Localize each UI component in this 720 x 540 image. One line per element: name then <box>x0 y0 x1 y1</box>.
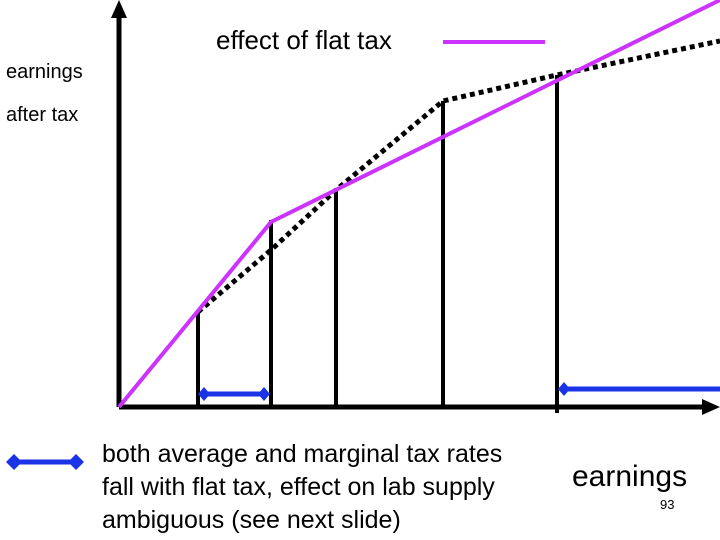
note-line-2: fall with flat tax, effect on lab supply <box>102 473 495 501</box>
y-axis-label-line2: after tax <box>6 104 79 126</box>
x-axis-label: earnings <box>572 460 688 493</box>
flat-tax-line <box>117 0 720 409</box>
note-line-1: both average and marginal tax rates <box>102 440 503 468</box>
diamond-icon <box>258 387 270 401</box>
legend-label: effect of flat tax <box>216 25 392 55</box>
diamond-icon <box>198 387 210 401</box>
diamond-icon <box>558 382 570 396</box>
y-axis-arrow-icon <box>111 0 127 18</box>
y-axis-label-line1: earnings <box>6 61 83 83</box>
original-tax-schedule <box>196 38 720 314</box>
page-number: 93 <box>660 497 675 512</box>
note-line-3: ambiguous (see next slide) <box>102 506 401 534</box>
note-text: both average and marginal tax rates fall… <box>102 438 572 537</box>
diamond-icon <box>68 454 84 470</box>
diamond-icon <box>6 454 22 470</box>
x-axis-arrow-icon <box>702 399 720 415</box>
